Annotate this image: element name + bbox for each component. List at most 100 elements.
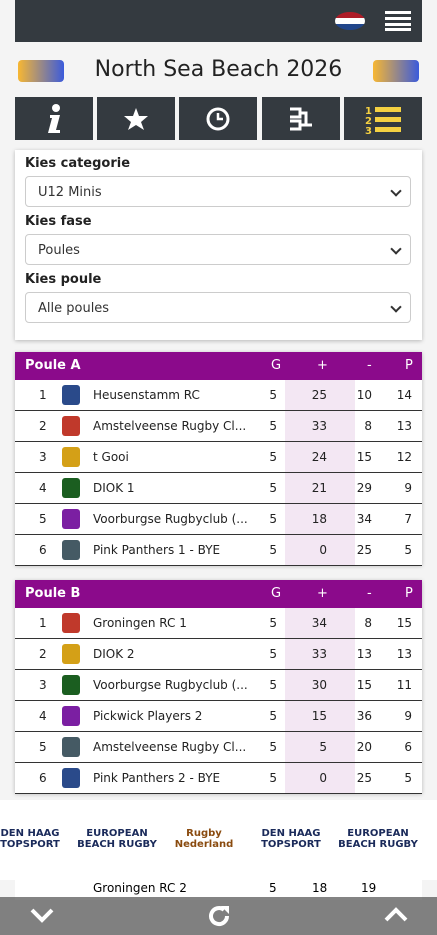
column-header: G: [271, 586, 282, 601]
table-row: 6 Pink Panthers 1 - BYE 5 0 25 5: [15, 535, 422, 566]
col-g: 5: [269, 388, 277, 402]
filter-select[interactable]: Poules: [25, 234, 411, 265]
col-plus: 34: [311, 616, 327, 630]
col-plus: 21: [311, 481, 327, 495]
team-logo: [62, 478, 80, 498]
col-p: 9: [404, 709, 412, 723]
table-row: 5 Amstelveense Rugby Cl... 5 5 20 6: [15, 732, 422, 763]
filter-card: Kies categorie U12 Minis Kies fase Poules Ki…: [15, 150, 422, 340]
column-shade: [285, 732, 355, 762]
col-minus: 25: [356, 771, 372, 785]
info-button[interactable]: [15, 97, 93, 140]
scroll-down[interactable]: [30, 907, 54, 923]
rank: 4: [39, 709, 47, 723]
column-shade: [285, 701, 355, 731]
poule-name: Poule A: [25, 358, 81, 373]
filter-select[interactable]: U12 Minis: [25, 176, 411, 207]
team-name: t Gooi: [93, 450, 129, 464]
rank: 6: [39, 543, 47, 557]
col-p: 15: [396, 616, 412, 630]
team-logo: [62, 416, 80, 436]
column-shade: [285, 608, 355, 638]
column-shade: [285, 473, 355, 503]
col-plus: 33: [311, 419, 327, 433]
team-logo: [62, 540, 80, 560]
table-row: 4 DIOK 1 5 21 29 9: [15, 473, 422, 504]
column-shade: [285, 442, 355, 472]
team-name: Voorburgse Rugbyclub (...: [93, 678, 248, 692]
column-header: G: [271, 358, 282, 373]
col-g: 5: [269, 419, 277, 433]
table-row: 2 DIOK 2 5 33 13 13: [15, 639, 422, 670]
svg-text:1: 1: [365, 106, 372, 117]
col-g: 5: [269, 740, 277, 754]
table-row: 4 Pickwick Players 2 5 15 36 9: [15, 701, 422, 732]
rank: 5: [39, 740, 47, 754]
filter-label: Kies fase: [25, 214, 92, 229]
column-header: -: [367, 586, 372, 601]
team-logo: [62, 509, 80, 529]
table-row: 1 Groningen RC 1 5 34 8 15: [15, 608, 422, 639]
col-minus: 34: [356, 512, 372, 526]
cell-plus: 18: [312, 881, 328, 895]
col-minus: 15: [356, 678, 372, 692]
scroll-up[interactable]: [384, 907, 408, 923]
col-p: 5: [404, 543, 412, 557]
column-shade: [285, 670, 355, 700]
page-title: North Sea Beach 2026: [94, 57, 343, 82]
svg-text:2: 2: [365, 116, 372, 127]
col-g: 5: [269, 616, 277, 630]
col-g: 5: [269, 512, 277, 526]
col-minus: 8: [364, 419, 372, 433]
team-name: DIOK 1: [93, 481, 135, 495]
rank: 3: [39, 450, 47, 464]
rank: 6: [39, 771, 47, 785]
team-name: Voorburgse Rugbyclub (...: [93, 512, 248, 526]
team-name: Groningen RC 1: [93, 616, 187, 630]
team-name: Pickwick Players 2: [93, 709, 203, 723]
col-plus: 0: [319, 771, 327, 785]
cell-g: 5: [269, 881, 277, 895]
column-header: P: [405, 358, 413, 373]
team-logo: [62, 737, 80, 757]
filter-label: Kies categorie: [25, 156, 131, 171]
col-g: 5: [269, 678, 277, 692]
col-minus: 15: [356, 450, 372, 464]
sponsor-logo: EUROPEAN BEACH RUGBY: [77, 828, 157, 850]
col-g: 5: [269, 481, 277, 495]
col-p: 13: [396, 647, 412, 661]
cell-minus: 19: [361, 881, 377, 895]
event-logo: [373, 60, 419, 82]
table-row: 3 t Gooi 5 24 15 12: [15, 442, 422, 473]
col-minus: 36: [356, 709, 372, 723]
rank: 3: [39, 678, 47, 692]
col-minus: 13: [356, 647, 372, 661]
team-name: Amstelveense Rugby Cl...: [93, 419, 247, 433]
column-header: -: [367, 358, 372, 373]
team-logo: [62, 706, 80, 726]
event-logo: [18, 60, 64, 82]
col-p: 14: [396, 388, 412, 402]
filter-select[interactable]: Alle poules: [25, 292, 411, 323]
team-logo: [62, 675, 80, 695]
team-name: Groningen RC 2: [93, 881, 187, 895]
refresh[interactable]: [207, 904, 231, 928]
team-logo: [62, 613, 80, 633]
col-minus: 25: [356, 543, 372, 557]
column-shade: [285, 504, 355, 534]
favorites-button[interactable]: [97, 97, 175, 140]
col-g: 5: [269, 771, 277, 785]
sponsor-logo: EUROPEAN BEACH RUGBY: [338, 828, 418, 850]
language-flag[interactable]: [335, 12, 365, 30]
table-header: Poule B G + - P: [15, 580, 422, 608]
bracket-button[interactable]: [262, 97, 340, 140]
filter-label: Kies poule: [25, 272, 102, 287]
team-name: DIOK 2: [93, 647, 135, 661]
col-plus: 15: [311, 709, 327, 723]
menu-icon[interactable]: [385, 11, 411, 31]
bottom-bar: [0, 897, 437, 935]
schedule-button[interactable]: [179, 97, 257, 140]
column-header: +: [317, 586, 328, 601]
col-g: 5: [269, 647, 277, 661]
